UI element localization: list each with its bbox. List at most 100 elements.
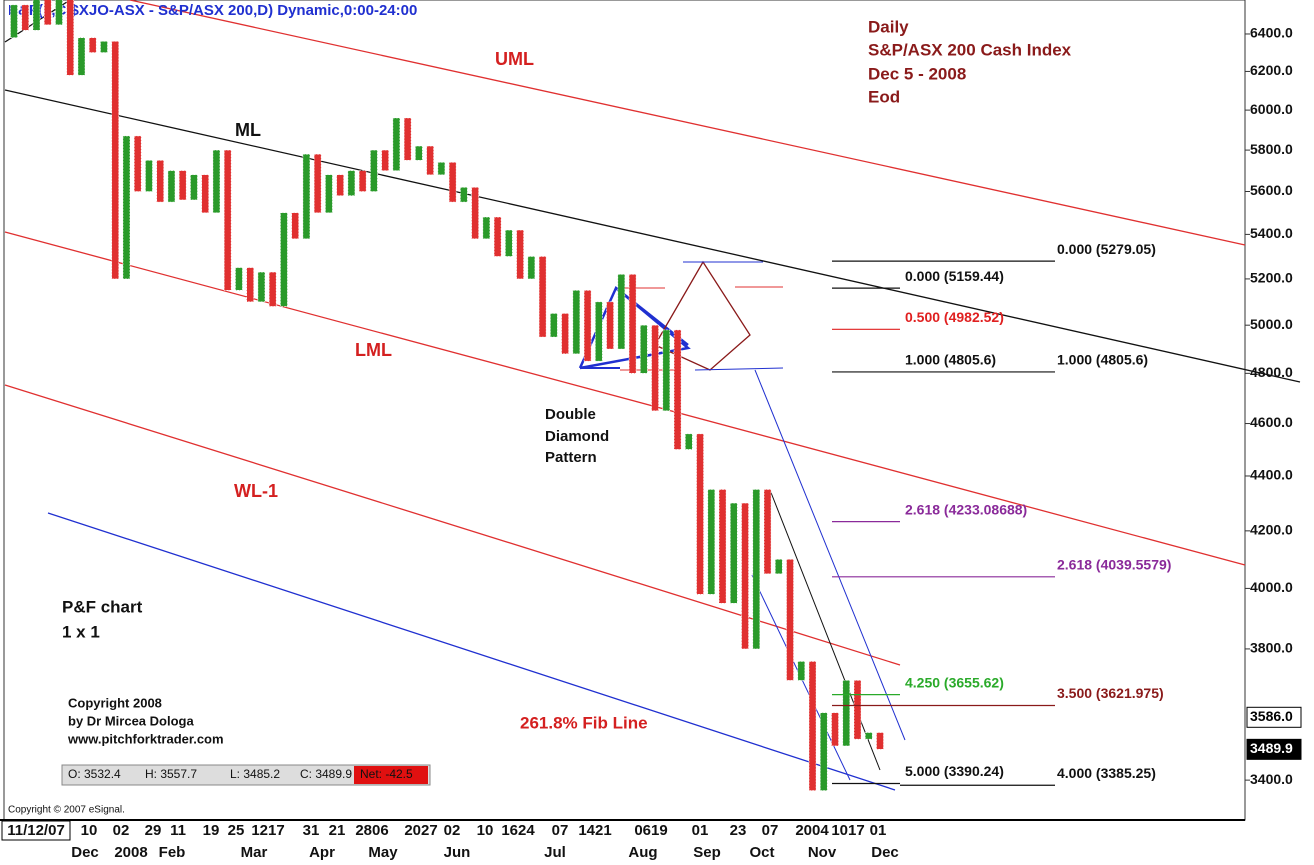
x-column (572, 290, 581, 355)
x-column (10, 4, 18, 38)
x-column (145, 160, 153, 192)
o-column (538, 256, 547, 338)
o-column (133, 135, 142, 192)
x-tick-label: 10 (477, 822, 494, 839)
uml-line (129, 0, 1246, 246)
diamond-level (694, 367, 784, 371)
copyright: by Dr Mircea Dologa (68, 713, 194, 728)
o-column (313, 153, 322, 214)
x-tick-label: 07 (762, 822, 779, 839)
annotation: WL-1 (234, 481, 278, 501)
lml-line (4, 231, 1246, 566)
o-column (111, 41, 120, 280)
x-column (617, 274, 626, 350)
x-tick-label: 07 (552, 822, 569, 839)
x-column (55, 0, 63, 26)
o-column (786, 558, 794, 681)
o-column (493, 216, 502, 257)
price-marker-label: 3489.9 (1250, 740, 1293, 756)
o-column (88, 37, 97, 53)
price-marker (1246, 706, 1302, 728)
x-tick-label: 1017 (831, 822, 864, 839)
x-tick-label: 0619 (634, 822, 667, 839)
fib-level-label: 3.500 (3621.975) (1057, 685, 1164, 701)
x-tick-label: 1421 (578, 822, 611, 839)
fib-level-label: 0.500 (4982.52) (905, 309, 1004, 325)
copyright: Copyright 2008 (68, 695, 162, 710)
x-tick-label: 10 (81, 822, 98, 839)
ohlc-box: O: 3532.4 H: 3557.7 L: 3485.2 C: 3489.9 Net:… (61, 764, 431, 786)
fib-level-label: 4.000 (3385.25) (1057, 765, 1156, 781)
x-column (797, 661, 806, 681)
x-month-label: Aug (628, 844, 657, 861)
o-column (471, 186, 479, 240)
x-column (167, 170, 176, 203)
x-column (842, 680, 851, 747)
ohlc-value: O: 3532.4 (68, 767, 121, 781)
first-date-box (1, 820, 71, 841)
x-tick-label: 2027 (404, 822, 437, 839)
x-column (819, 712, 828, 791)
o-column (763, 489, 772, 575)
x-column (122, 135, 131, 280)
x-column (100, 41, 108, 53)
y-tick-label: 4000.0 (1250, 579, 1293, 595)
x-month-label: Sep (693, 844, 721, 861)
x-tick-label: 02 (444, 822, 461, 839)
fib-level-label: 0.000 (5279.05) (1057, 241, 1156, 257)
x-column (212, 149, 221, 214)
o-column (268, 271, 277, 307)
price-marker-label: 3586.0 (1250, 708, 1293, 724)
x-column (257, 271, 266, 303)
x-month-label: Dec (871, 844, 899, 861)
x-month-label: Nov (808, 844, 837, 861)
x-tick-label: 29 (145, 822, 162, 839)
annotation: ML (235, 120, 261, 140)
o-column (583, 290, 592, 362)
x-tick-label: 01 (692, 822, 709, 839)
info-line: Daily (868, 17, 909, 36)
x-tick-label: 2004 (795, 822, 829, 839)
y-tick-label: 3800.0 (1250, 640, 1293, 656)
o-column (178, 170, 187, 201)
o-column (21, 4, 30, 31)
x-column (347, 170, 356, 197)
copyright: www.pitchforktrader.com (67, 731, 224, 746)
ohlc-value: L: 3485.2 (230, 767, 280, 781)
o-column (673, 329, 682, 450)
wl-line (4, 384, 901, 666)
o-column (741, 502, 749, 650)
net-value: Net: -42.5 (360, 767, 413, 781)
o-column (223, 149, 232, 291)
chart-kind: 1 x 1 (62, 622, 100, 641)
x-column (662, 329, 671, 412)
y-tick-label: 5800.0 (1250, 141, 1293, 157)
x-tick-label: 23 (730, 822, 747, 839)
o-column (246, 267, 254, 303)
annotation: 261.8% Fib Line (520, 713, 648, 732)
y-tick-label: 6200.0 (1250, 62, 1293, 78)
fib-level-label: 0.000 (5159.44) (905, 268, 1004, 284)
y-tick-label: 6000.0 (1250, 101, 1293, 117)
x-column (505, 229, 513, 257)
info-line: Dec 5 - 2008 (868, 64, 966, 83)
x-column (370, 149, 378, 192)
o-column (876, 732, 884, 750)
x-month-label: 2008 (114, 844, 147, 861)
fib-line (47, 512, 896, 791)
o-column (516, 229, 524, 280)
y-tick-label: 4600.0 (1250, 414, 1293, 430)
net-box (354, 766, 428, 784)
channel-line (769, 489, 881, 771)
y-tick-label: 5600.0 (1250, 182, 1293, 198)
o-column (696, 433, 704, 595)
o-column (606, 301, 614, 350)
x-month-label: Jun (444, 844, 471, 861)
x-column (774, 558, 783, 575)
ohlc-value: H: 3557.7 (145, 767, 197, 781)
x-month-label: Dec (71, 844, 99, 861)
x-column (550, 313, 558, 338)
annotation: UML (495, 49, 534, 69)
x-column (392, 117, 401, 171)
x-tick-label: 25 (228, 822, 245, 839)
